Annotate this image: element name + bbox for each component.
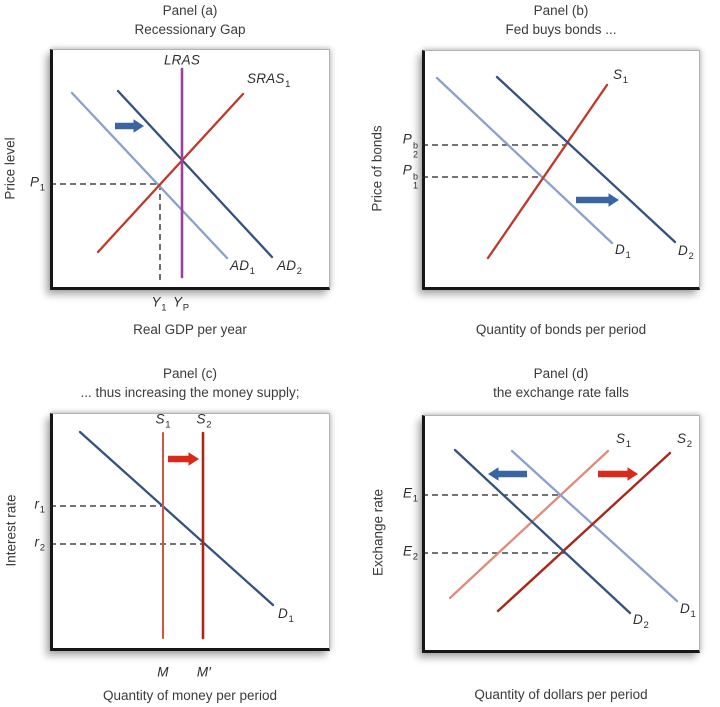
x-axis-label: Real GDP per year [133,322,247,337]
panel-title-line1: Panel (b) [533,3,589,18]
y-axis-label: Price of bonds [369,125,385,212]
label-d1: D1 [680,601,696,621]
label-r2: r2 [34,534,46,554]
panel-d-exchange-rate: Panel (d) the exchange rate falls Exchan… [360,353,720,707]
y-axis-label: Interest rate [3,494,19,567]
y-axis-label: Price level [2,136,18,200]
label-s1: S1 [616,431,632,451]
label-d1: D1 [615,242,631,262]
panel-title: Panel (c) ... thus increasing the money … [50,364,330,402]
label-lras: LRAS [163,52,201,68]
label-s1: S1 [613,67,629,87]
label-s2: S2 [677,431,693,451]
label-p1: P1 [29,174,45,194]
plot-area [422,50,700,290]
x-axis-label: Quantity of dollars per period [474,687,648,702]
panel-b-fed-buys-bonds: Panel (b) Fed buys bonds ... Price of bo… [360,0,720,353]
panel-title-line2: the exchange rate falls [493,385,629,400]
panel-title-line2: Recessionary Gap [134,22,246,37]
label-s2: S2 [196,411,212,431]
panel-title: Panel (d) the exchange rate falls [422,364,700,402]
plot-area [422,415,700,653]
x-axis-label: Quantity of money per period [102,688,278,703]
panel-title-line2: ... thus increasing the money supply; [80,385,300,400]
label-yp: YP [172,294,190,314]
label-e2: E2 [402,543,418,563]
panel-c-money-supply: Panel (c) ... thus increasing the money … [0,353,360,707]
label-d2: D2 [678,243,694,263]
label-ad1: AD1 [230,258,255,278]
label-d2: D2 [633,612,649,632]
panel-a-recessionary-gap: Panel (a) Recessionary Gap Price level R… [0,0,360,353]
panel-title-line1: Panel (a) [162,3,218,18]
panel-title: Panel (b) Fed buys bonds ... [422,1,700,39]
panel-title-line1: Panel (d) [533,366,589,381]
label-s1: S1 [155,411,171,431]
label-y1: Y1 [151,294,167,314]
label-mprime: M′ [196,664,212,680]
label-m: M [157,664,169,680]
panel-title-line2: Fed buys bonds ... [505,22,617,37]
label-e1: E1 [402,485,418,505]
x-axis-label: Quantity of bonds per period [475,322,647,337]
label-r1: r1 [34,496,46,516]
panel-title: Panel (a) Recessionary Gap [50,1,330,39]
label-sras1: SRAS1 [247,71,291,91]
panel-title-line1: Panel (c) [162,366,218,381]
label-ad2: AD2 [277,258,302,278]
label-d1: D1 [278,606,294,626]
y-axis-label: Exchange rate [370,488,386,577]
